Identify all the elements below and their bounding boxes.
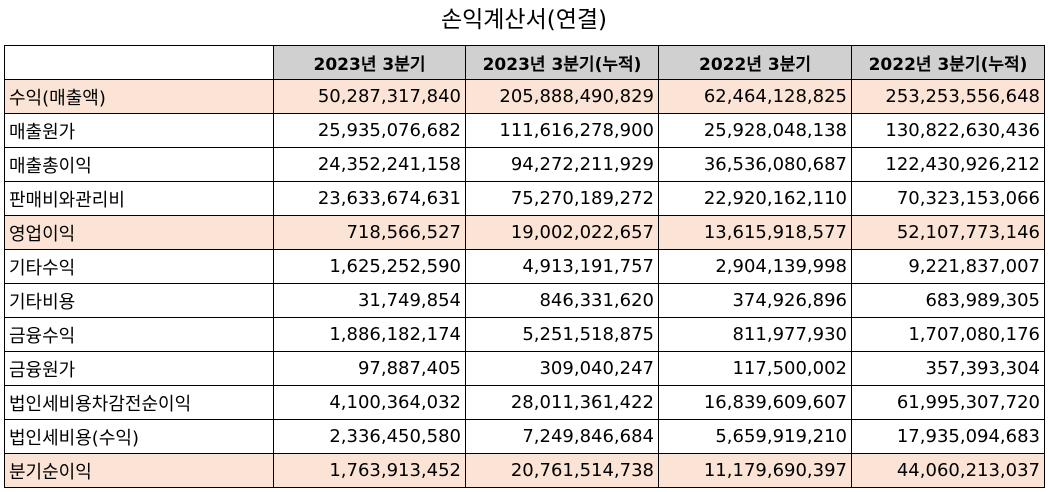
row-label: 분기순이익 bbox=[4, 453, 274, 488]
value-2023-q3-cumulative: 75,270,189,272 bbox=[465, 181, 659, 216]
row-label: 기타비용 bbox=[4, 283, 274, 318]
value-2023-q3: 97,887,405 bbox=[273, 351, 466, 386]
header-2022-q3-cumulative: 2022년 3분기(누적) bbox=[851, 45, 1045, 80]
value-2022-q3: 25,928,048,138 bbox=[658, 113, 852, 148]
value-2023-q3-cumulative: 20,761,514,738 bbox=[465, 453, 659, 488]
value-2022-q3-cumulative: 122,430,926,212 bbox=[851, 147, 1045, 182]
value-2023-q3: 50,287,317,840 bbox=[273, 79, 466, 114]
value-2023-q3: 4,100,364,032 bbox=[273, 385, 466, 420]
row-label: 판매비와관리비 bbox=[4, 181, 274, 216]
value-2022-q3-cumulative: 9,221,837,007 bbox=[851, 249, 1045, 284]
value-2023-q3: 24,352,241,158 bbox=[273, 147, 466, 182]
value-2023-q3: 2,336,450,580 bbox=[273, 419, 466, 454]
value-2023-q3: 1,625,252,590 bbox=[273, 249, 466, 284]
value-2023-q3-cumulative: 309,040,247 bbox=[465, 351, 659, 386]
value-2023-q3-cumulative: 94,272,211,929 bbox=[465, 147, 659, 182]
table-body: 수익(매출액) 50,287,317,840 205,888,490,829 6… bbox=[4, 79, 1045, 488]
value-2023-q3-cumulative: 111,616,278,900 bbox=[465, 113, 659, 148]
table-row: 금융원가 97,887,405 309,040,247 117,500,002 … bbox=[4, 351, 1045, 386]
value-2022-q3-cumulative: 357,393,304 bbox=[851, 351, 1045, 386]
row-label: 영업이익 bbox=[4, 215, 274, 250]
row-label: 법인세비용(수익) bbox=[4, 419, 274, 454]
table-row: 판매비와관리비 23,633,674,631 75,270,189,272 22… bbox=[4, 181, 1045, 216]
value-2022-q3-cumulative: 130,822,630,436 bbox=[851, 113, 1045, 148]
value-2023-q3: 25,935,076,682 bbox=[273, 113, 466, 148]
header-2022-q3: 2022년 3분기 bbox=[658, 45, 852, 80]
value-2023-q3: 1,763,913,452 bbox=[273, 453, 466, 488]
value-2022-q3: 2,904,139,998 bbox=[658, 249, 852, 284]
page-title: 손익계산서(연결) bbox=[440, 7, 608, 33]
value-2022-q3-cumulative: 61,995,307,720 bbox=[851, 385, 1045, 420]
value-2022-q3-cumulative: 52,107,773,146 bbox=[851, 215, 1045, 250]
income-statement-table: 2023년 3분기 2023년 3분기(누적) 2022년 3분기 2022년 … bbox=[4, 45, 1045, 488]
row-label: 수익(매출액) bbox=[4, 79, 274, 114]
row-label: 금융원가 bbox=[4, 351, 274, 386]
value-2022-q3-cumulative: 683,989,305 bbox=[851, 283, 1045, 318]
header-2023-q3-cumulative: 2023년 3분기(누적) bbox=[465, 45, 659, 80]
table-row: 매출총이익 24,352,241,158 94,272,211,929 36,5… bbox=[4, 147, 1045, 182]
value-2022-q3: 16,839,609,607 bbox=[658, 385, 852, 420]
value-2022-q3: 11,179,690,397 bbox=[658, 453, 852, 488]
value-2022-q3-cumulative: 17,935,094,683 bbox=[851, 419, 1045, 454]
value-2022-q3-cumulative: 253,253,556,648 bbox=[851, 79, 1045, 114]
table-row: 금융수익 1,886,182,174 5,251,518,875 811,977… bbox=[4, 317, 1045, 352]
value-2022-q3-cumulative: 44,060,213,037 bbox=[851, 453, 1045, 488]
row-label: 금융수익 bbox=[4, 317, 274, 352]
table-row: 매출원가 25,935,076,682 111,616,278,900 25,9… bbox=[4, 113, 1045, 148]
header-blank-cell bbox=[4, 45, 274, 80]
value-2023-q3-cumulative: 28,011,361,422 bbox=[465, 385, 659, 420]
value-2022-q3: 5,659,919,210 bbox=[658, 419, 852, 454]
row-label: 법인세비용차감전순이익 bbox=[4, 385, 274, 420]
value-2023-q3-cumulative: 205,888,490,829 bbox=[465, 79, 659, 114]
value-2022-q3: 13,615,918,577 bbox=[658, 215, 852, 250]
value-2023-q3-cumulative: 4,913,191,757 bbox=[465, 249, 659, 284]
value-2022-q3: 22,920,162,110 bbox=[658, 181, 852, 216]
table-row: 기타수익 1,625,252,590 4,913,191,757 2,904,1… bbox=[4, 249, 1045, 284]
row-label: 매출원가 bbox=[4, 113, 274, 148]
value-2022-q3: 811,977,930 bbox=[658, 317, 852, 352]
value-2023-q3-cumulative: 19,002,022,657 bbox=[465, 215, 659, 250]
value-2023-q3-cumulative: 846,331,620 bbox=[465, 283, 659, 318]
value-2022-q3: 117,500,002 bbox=[658, 351, 852, 386]
table-header-row: 2023년 3분기 2023년 3분기(누적) 2022년 3분기 2022년 … bbox=[4, 45, 1045, 80]
value-2022-q3-cumulative: 1,707,080,176 bbox=[851, 317, 1045, 352]
table-row: 영업이익 718,566,527 19,002,022,657 13,615,9… bbox=[4, 215, 1045, 250]
value-2022-q3: 36,536,080,687 bbox=[658, 147, 852, 182]
value-2023-q3: 1,886,182,174 bbox=[273, 317, 466, 352]
table-row: 법인세비용(수익) 2,336,450,580 7,249,846,684 5,… bbox=[4, 419, 1045, 454]
header-2023-q3: 2023년 3분기 bbox=[273, 45, 466, 80]
value-2023-q3-cumulative: 7,249,846,684 bbox=[465, 419, 659, 454]
table-row: 법인세비용차감전순이익 4,100,364,032 28,011,361,422… bbox=[4, 385, 1045, 420]
table-row: 분기순이익 1,763,913,452 20,761,514,738 11,17… bbox=[4, 453, 1045, 488]
table-row: 기타비용 31,749,854 846,331,620 374,926,896 … bbox=[4, 283, 1045, 318]
value-2022-q3-cumulative: 70,323,153,066 bbox=[851, 181, 1045, 216]
value-2023-q3: 23,633,674,631 bbox=[273, 181, 466, 216]
value-2023-q3: 31,749,854 bbox=[273, 283, 466, 318]
value-2022-q3: 62,464,128,825 bbox=[658, 79, 852, 114]
value-2022-q3: 374,926,896 bbox=[658, 283, 852, 318]
table-row: 수익(매출액) 50,287,317,840 205,888,490,829 6… bbox=[4, 79, 1045, 114]
value-2023-q3-cumulative: 5,251,518,875 bbox=[465, 317, 659, 352]
row-label: 매출총이익 bbox=[4, 147, 274, 182]
value-2023-q3: 718,566,527 bbox=[273, 215, 466, 250]
row-label: 기타수익 bbox=[4, 249, 274, 284]
